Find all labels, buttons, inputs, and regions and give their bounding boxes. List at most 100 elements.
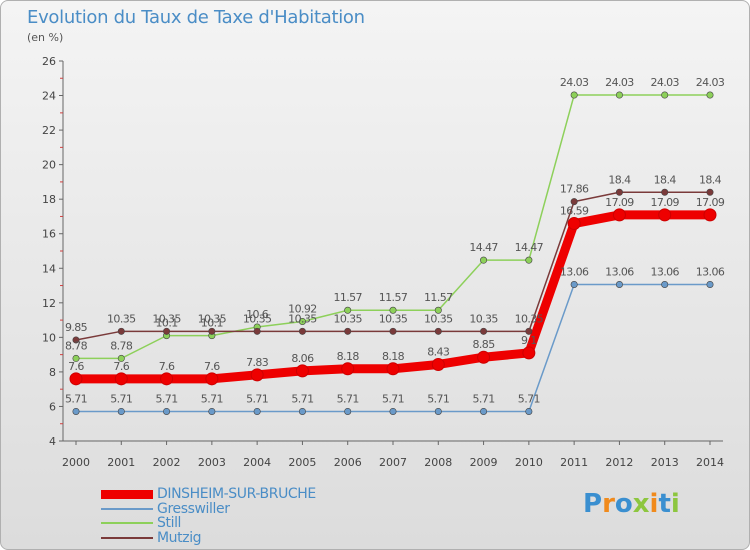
data-point bbox=[434, 407, 442, 415]
data-label: 10.35 bbox=[288, 312, 317, 325]
y-tick-label: 26 bbox=[42, 55, 56, 68]
legend-swatch bbox=[101, 536, 153, 539]
chart-unit: (en %) bbox=[27, 31, 64, 44]
legend-swatch bbox=[101, 489, 153, 499]
data-point bbox=[344, 407, 352, 415]
data-label: 18.4 bbox=[699, 173, 722, 186]
data-label: 10.35 bbox=[469, 312, 498, 325]
x-tick-label: 2013 bbox=[651, 456, 679, 469]
data-point bbox=[434, 306, 442, 314]
data-label: 7.6 bbox=[204, 360, 220, 373]
data-label: 8.78 bbox=[65, 339, 88, 352]
data-label: 9.85 bbox=[65, 321, 88, 334]
data-label: 13.06 bbox=[650, 266, 679, 279]
legend-item: Gresswiller bbox=[101, 500, 401, 517]
data-point bbox=[480, 256, 488, 264]
legend-label: Gresswiller bbox=[157, 500, 230, 517]
data-point bbox=[525, 327, 533, 335]
y-tick-label: 20 bbox=[42, 159, 56, 172]
x-tick-label: 2011 bbox=[560, 456, 588, 469]
data-point bbox=[117, 327, 125, 335]
data-point bbox=[298, 317, 306, 325]
data-point bbox=[253, 407, 261, 415]
data-label: 5.71 bbox=[291, 392, 313, 405]
data-label: 10.35 bbox=[379, 312, 408, 325]
y-tick-label: 6 bbox=[49, 400, 56, 413]
y-tick-label: 10 bbox=[42, 331, 56, 344]
data-label: 8.78 bbox=[110, 339, 133, 352]
data-point bbox=[525, 256, 533, 264]
data-point bbox=[567, 217, 581, 231]
data-point bbox=[658, 208, 672, 222]
data-point bbox=[298, 327, 306, 335]
y-tick-label: 22 bbox=[42, 124, 56, 137]
data-label: 7.6 bbox=[113, 360, 129, 373]
data-labels: 7.6 7.6 7.6 7.6 7.83 8.06 8.18 8.18 8.43 8.85 9.1 1… bbox=[65, 76, 725, 405]
data-point bbox=[570, 281, 578, 289]
data-label: 11.57 bbox=[333, 291, 362, 304]
data-point bbox=[661, 188, 669, 196]
data-label: 11.57 bbox=[379, 291, 408, 304]
data-label: 11.57 bbox=[424, 291, 453, 304]
y-tick-label: 24 bbox=[42, 90, 56, 103]
data-label: 10.1 bbox=[156, 317, 178, 330]
data-point bbox=[389, 306, 397, 314]
data-point bbox=[615, 91, 623, 99]
data-point bbox=[480, 407, 488, 415]
data-label: 14.47 bbox=[469, 241, 498, 254]
x-tick-label: 2007 bbox=[379, 456, 407, 469]
data-point bbox=[114, 372, 128, 386]
data-label: 8.85 bbox=[473, 338, 496, 351]
y-tick-label: 18 bbox=[42, 193, 56, 206]
data-label: 10.1 bbox=[201, 317, 223, 330]
data-point bbox=[570, 91, 578, 99]
data-label: 10.35 bbox=[198, 312, 227, 325]
data-point bbox=[431, 357, 445, 371]
data-point bbox=[298, 407, 306, 415]
proxiti-logo: Proxiti bbox=[583, 489, 680, 519]
data-point bbox=[253, 327, 261, 335]
data-point bbox=[525, 407, 533, 415]
data-point bbox=[344, 306, 352, 314]
data-point bbox=[480, 327, 488, 335]
data-point bbox=[434, 327, 442, 335]
x-tick-label: 2012 bbox=[605, 456, 633, 469]
data-label: 10.35 bbox=[243, 312, 272, 325]
data-point bbox=[72, 354, 80, 362]
data-point bbox=[389, 407, 397, 415]
data-point bbox=[477, 350, 491, 364]
data-point bbox=[703, 208, 717, 222]
data-label: 8.18 bbox=[382, 350, 405, 363]
data-label: 13.06 bbox=[696, 266, 725, 279]
data-point bbox=[341, 362, 355, 376]
logo-letter: t bbox=[658, 489, 671, 519]
data-label: 5.71 bbox=[473, 392, 495, 405]
legend-swatch bbox=[101, 507, 153, 510]
data-label: 8.18 bbox=[337, 350, 360, 363]
data-label: 24.03 bbox=[650, 76, 679, 89]
legend: DINSHEIM-SUR-BRUCHE Gresswiller Still Mutzi… bbox=[101, 486, 401, 546]
data-label: 13.06 bbox=[605, 266, 634, 279]
chart-title: Evolution du Taux de Taxe d'Habitation bbox=[27, 7, 365, 28]
data-point bbox=[160, 372, 174, 386]
data-point bbox=[117, 354, 125, 362]
data-label: 5.71 bbox=[65, 392, 87, 405]
data-label: 5.71 bbox=[427, 392, 449, 405]
y-tick-label: 16 bbox=[42, 228, 56, 241]
data-point bbox=[615, 281, 623, 289]
data-label: 5.71 bbox=[110, 392, 132, 405]
y-tick-label: 12 bbox=[42, 297, 56, 310]
data-label: 5.71 bbox=[337, 392, 359, 405]
data-point bbox=[117, 407, 125, 415]
data-label: 10.92 bbox=[288, 302, 317, 315]
data-label: 17.09 bbox=[696, 196, 725, 209]
data-label: 7.6 bbox=[68, 360, 84, 373]
data-label: 5.71 bbox=[518, 392, 540, 405]
data-point bbox=[163, 407, 171, 415]
logo-letter: i bbox=[670, 489, 680, 519]
axes: 4 6 8 10 12 14 16 18 20 22 24 26 2000 2001 2002 2003 200… bbox=[42, 55, 724, 469]
data-label: 5.71 bbox=[246, 392, 268, 405]
data-label: 7.83 bbox=[246, 356, 269, 369]
